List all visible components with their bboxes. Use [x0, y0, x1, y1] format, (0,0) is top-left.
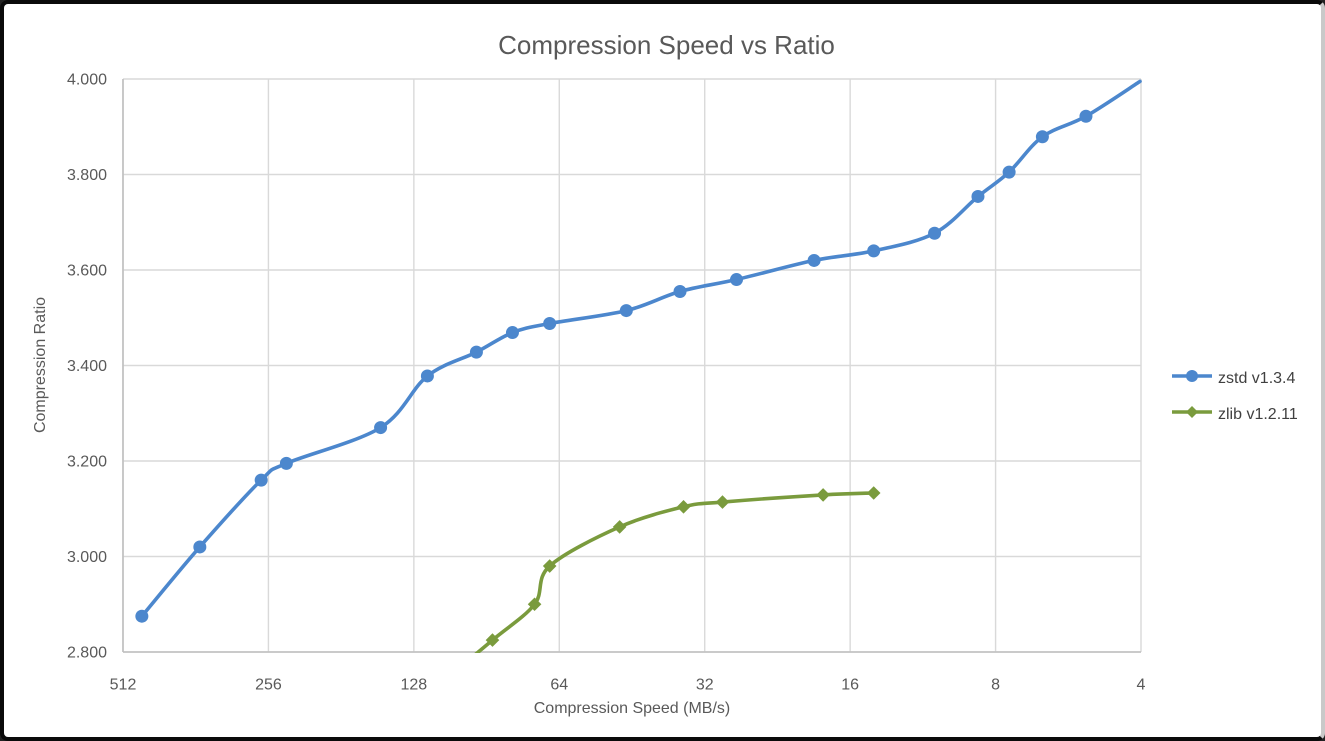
zlib-data-point-marker: [816, 488, 830, 502]
zstd-data-point-marker: [928, 226, 942, 240]
y-tick-label: 3.000: [67, 549, 107, 566]
x-tick-label: 32: [696, 676, 714, 693]
x-tick-label: 4: [1137, 676, 1146, 693]
legend-item-zlib: zlib v1.2.11: [1172, 404, 1298, 425]
zlib-data-point-marker: [715, 495, 730, 509]
zstd-data-point-marker: [730, 273, 744, 287]
zstd-series: [135, 79, 1142, 623]
zstd-data-point-marker: [807, 253, 821, 267]
zstd-data-point-marker: [420, 369, 434, 383]
legend-label-zstd: zstd v1.3.4: [1218, 369, 1296, 387]
zlib-data-point-marker: [542, 559, 557, 573]
y-tick-label: 4.000: [67, 72, 107, 89]
zlib-data-point-marker: [612, 520, 627, 534]
zstd-data-point-marker: [279, 456, 293, 470]
x-tick-label: 16: [841, 676, 859, 693]
y-tick-label: 3.400: [67, 358, 107, 375]
zlib-data-point-marker: [676, 500, 691, 514]
chart-title: Compression Speed vs Ratio: [498, 30, 835, 60]
zstd-data-point-marker: [469, 345, 483, 359]
zstd-series-line: [140, 79, 1142, 618]
zlib-data-point-marker: [439, 672, 453, 686]
x-tick-label: 128: [401, 676, 428, 693]
zstd-data-point-marker: [867, 244, 881, 258]
zstd-line-marker-icon: [1172, 368, 1212, 389]
zstd-data-point-marker: [1035, 130, 1049, 144]
zlib-swatch-icon: [1172, 406, 1212, 418]
x-tick-label: 64: [550, 676, 568, 693]
zlib-data-point-marker: [866, 486, 881, 500]
legend: zstd v1.3.4 zlib v1.2.11: [1172, 368, 1298, 425]
legend-item-zstd: zstd v1.3.4: [1172, 368, 1298, 389]
zlib-series: [439, 486, 881, 686]
zstd-data-point-marker: [193, 540, 207, 554]
legend-label-zlib: zlib v1.2.11: [1218, 405, 1298, 423]
y-tick-label: 3.800: [67, 167, 107, 184]
zlib-data-point-marker: [527, 597, 542, 612]
plot-area: 512 256 128 64 32 16 8 4 2.800 3.000 3.200 3.400 3.6…: [67, 72, 1146, 694]
zlib-data-point-marker: [485, 633, 500, 647]
zstd-data-point-marker: [543, 316, 557, 330]
y-tick-label: 3.600: [67, 263, 107, 280]
zstd-data-point-marker: [135, 609, 149, 623]
zstd-data-point-marker: [254, 473, 268, 487]
zstd-swatch-icon: [1172, 370, 1212, 382]
y-tick-label: 2.800: [67, 645, 107, 662]
zlib-line-marker-icon: [1172, 404, 1212, 425]
zstd-data-point-marker: [971, 189, 985, 203]
x-tick-label: 512: [110, 676, 137, 693]
x-tick-label: 8: [991, 676, 1000, 693]
x-axis-title: Compression Speed (MB/s): [533, 700, 731, 717]
zstd-data-point-marker: [505, 326, 519, 340]
x-tick-label: 256: [255, 676, 282, 693]
zstd-data-point-marker: [374, 421, 388, 435]
y-tick-label: 3.200: [67, 454, 107, 471]
y-axis-title: Compression Ratio: [32, 296, 49, 434]
zstd-data-point-marker: [1002, 165, 1016, 179]
zstd-data-point-marker: [1079, 109, 1093, 123]
zstd-data-point-marker: [619, 304, 633, 318]
zstd-data-point-marker: [673, 284, 687, 298]
